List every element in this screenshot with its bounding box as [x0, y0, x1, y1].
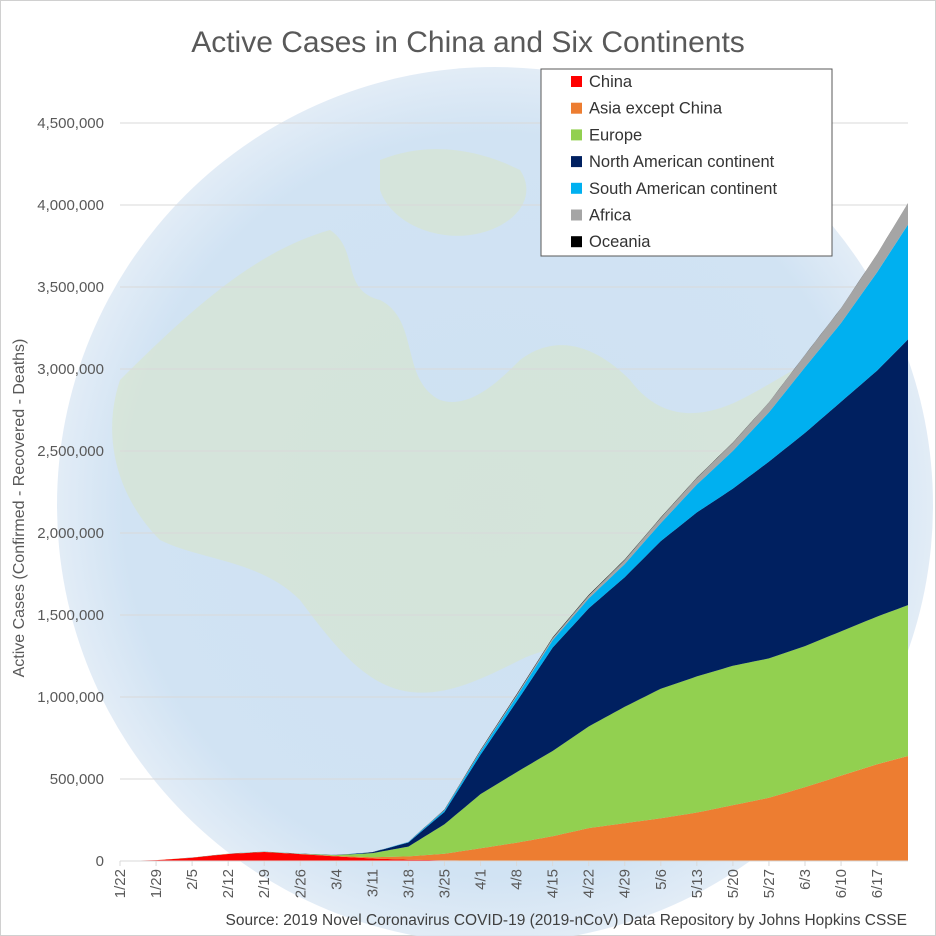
y-tick-label: 4,500,000 [37, 115, 104, 132]
legend-label: North American continent [589, 153, 775, 171]
legend-label: Asia except China [589, 100, 723, 118]
x-tick-label: 1/29 [148, 869, 165, 898]
x-tick-label: 5/13 [689, 869, 706, 898]
x-tick-label: 2/12 [220, 869, 237, 898]
x-tick-label: 2/19 [256, 869, 273, 898]
area-series-europe [120, 605, 908, 861]
x-tick-label: 3/25 [436, 869, 453, 898]
x-tick-label: 4/29 [617, 869, 634, 898]
x-tick-label: 4/1 [473, 869, 490, 890]
x-tick-label: 3/4 [328, 869, 345, 890]
y-tick-label: 3,000,000 [37, 361, 104, 378]
x-tick-label: 1/22 [112, 869, 129, 898]
legend-label: Oceania [589, 233, 651, 251]
chart-title: Active Cases in China and Six Continents [191, 26, 745, 59]
legend-label: Europe [589, 126, 642, 144]
y-tick-labels: 0 500,000 1,000,000 1,500,000 2,000,000 2,500… [37, 115, 104, 870]
y-tick-label: 3,500,000 [37, 279, 104, 296]
x-tick-label: 3/11 [364, 869, 381, 897]
x-tick-label: 4/22 [581, 869, 598, 898]
x-tick-label: 4/8 [509, 869, 526, 890]
x-tick-label: 3/18 [400, 869, 417, 898]
area-series-china [120, 851, 908, 861]
source-note: Source: 2019 Novel Coronavirus COVID-19 … [226, 912, 907, 929]
x-tick-label: 5/27 [761, 869, 778, 898]
area-series-north-american-continent [120, 339, 908, 861]
legend: China Asia except China Europe North Americ… [540, 68, 833, 257]
legend-label: China [589, 73, 633, 91]
x-tick-label: 6/10 [833, 869, 850, 898]
legend-swatch [571, 236, 582, 248]
x-tick-label: 5/6 [653, 869, 670, 890]
x-tick-labels: 1/22 1/29 2/5 2/12 2/19 2/26 3/4 3/11 3/18 3/25 4/… [112, 861, 886, 898]
x-tick-label: 2/26 [292, 869, 309, 898]
y-tick-label: 2,000,000 [37, 525, 104, 542]
legend-swatch [571, 76, 582, 87]
x-tick-label: 6/3 [797, 869, 814, 890]
x-tick-label: 4/15 [545, 869, 562, 898]
x-tick-label: 6/17 [869, 869, 886, 898]
y-axis-label: Active Cases (Confirmed - Recovered - De… [11, 339, 28, 678]
y-tick-label: 500,000 [50, 771, 104, 788]
legend-swatch [571, 209, 582, 221]
series-areas [120, 203, 908, 861]
legend-swatch [571, 182, 582, 194]
legend-label: South American continent [589, 180, 777, 198]
y-tick-label: 2,500,000 [37, 443, 104, 460]
legend-swatch [571, 102, 582, 114]
y-tick-label: 0 [96, 853, 104, 870]
legend-swatch [571, 156, 582, 168]
legend-swatch [571, 129, 582, 141]
y-tick-label: 1,500,000 [37, 607, 104, 624]
x-tick-label: 2/5 [184, 869, 201, 890]
x-tick-label: 5/20 [725, 869, 742, 898]
area-series-asia-except-china [120, 755, 908, 861]
y-tick-label: 1,000,000 [37, 689, 104, 706]
legend-label: Africa [589, 207, 632, 225]
y-tick-label: 4,000,000 [37, 197, 104, 214]
